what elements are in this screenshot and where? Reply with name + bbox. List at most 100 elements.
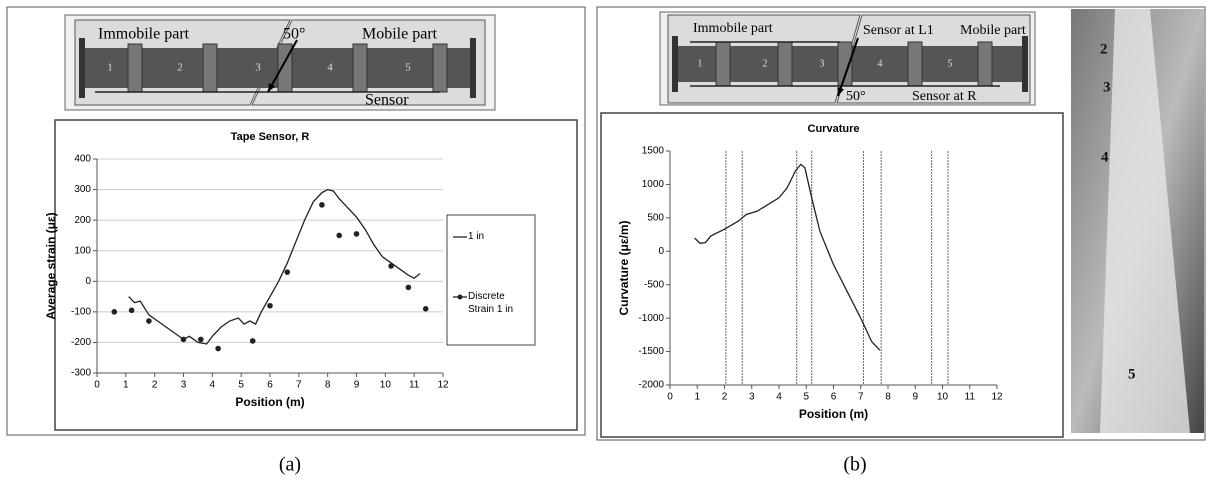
y-tick-label: -200 [71, 337, 91, 348]
segment-label: 3 [820, 58, 825, 69]
joint [202, 43, 218, 93]
y-tick-label: 1000 [642, 179, 665, 190]
data-point [319, 202, 325, 208]
photo-label: 2 [1100, 41, 1108, 57]
joint [352, 43, 368, 93]
label: Sensor [365, 92, 409, 109]
y-tick-label: 300 [74, 184, 91, 195]
caption: (b) [843, 454, 866, 476]
photo-label: 3 [1103, 79, 1111, 95]
x-tick-label: 10 [380, 380, 392, 391]
x-tick-label: 6 [831, 392, 837, 403]
data-point [405, 284, 412, 291]
y-tick-label: -1500 [638, 346, 664, 357]
x-axis-label: Position (m) [799, 407, 868, 421]
data-point [111, 309, 118, 315]
joint [907, 41, 923, 87]
x-tick-label: 11 [965, 392, 976, 403]
photo-pipe [1100, 9, 1190, 433]
data-point [422, 306, 429, 312]
segment-label: 5 [405, 62, 411, 74]
y-tick-label: 400 [74, 154, 91, 165]
segment-label: 1 [107, 62, 113, 74]
y-tick-label: -2000 [638, 380, 664, 391]
x-tick-label: 8 [885, 392, 891, 403]
joint [127, 43, 143, 93]
photo-label: 5 [1128, 366, 1136, 382]
joint [432, 43, 448, 93]
y-tick-label: 0 [85, 276, 91, 287]
data-point [180, 336, 187, 343]
y-tick-label: 0 [658, 246, 664, 257]
x-tick-label: 7 [858, 392, 864, 403]
label: Sensor at L1 [863, 23, 934, 38]
chart-title: Tape Sensor, R [231, 131, 310, 143]
label: Mobile part [362, 26, 438, 43]
data-point [198, 336, 204, 343]
x-tick-label: 9 [354, 380, 360, 391]
data-point [388, 263, 394, 269]
legend-marker [457, 294, 463, 300]
y-tick-label: 100 [74, 245, 91, 256]
label: 50° [283, 26, 305, 43]
data-point [267, 302, 273, 309]
joint [777, 41, 793, 87]
x-tick-label: 7 [296, 380, 302, 391]
diagram-a: Immobile part 50° Mobile part Sensor 1 2 3… [64, 14, 496, 111]
x-tick-label: 1 [694, 392, 700, 403]
y-axis-label: Average strain (με) [44, 212, 58, 319]
flange [672, 36, 678, 92]
legend-item: 1 in [468, 231, 485, 242]
label: Immobile part [98, 26, 190, 43]
x-tick-label: 2 [722, 392, 728, 403]
flange [470, 38, 476, 98]
chart-title: Curvature [808, 123, 860, 135]
label: Mobile part [960, 23, 1026, 38]
segment-label: 2 [177, 62, 183, 74]
data-point [128, 307, 135, 314]
legend-item: Discrete Strain 1 in [468, 291, 514, 315]
y-axis-label: Curvature (με/m) [617, 220, 631, 315]
segment-label: 2 [763, 58, 768, 69]
y-tick-label: -100 [71, 306, 91, 317]
y-tick-label: -1000 [638, 313, 664, 324]
y-tick-label: 500 [647, 212, 664, 223]
x-tick-label: 0 [94, 380, 100, 391]
data-point [336, 232, 343, 239]
x-tick-label: 5 [803, 392, 809, 403]
x-tick-label: 11 [409, 380, 420, 391]
y-tick-label: -500 [644, 279, 664, 290]
x-tick-label: 9 [912, 392, 918, 403]
diagram-b: Immobile part Sensor at L1 Mobile part 5… [659, 11, 1036, 106]
x-tick-label: 8 [325, 380, 331, 391]
y-tick-label: 1500 [642, 146, 665, 157]
x-tick-label: 4 [776, 392, 782, 403]
segment-label: 1 [698, 58, 703, 69]
arrow [267, 39, 298, 93]
photo-label: 4 [1101, 149, 1109, 165]
segment-label: 4 [878, 58, 883, 69]
legend-label: 1 in [468, 231, 485, 242]
data-point [353, 231, 360, 237]
x-tick-label: 1 [123, 380, 129, 391]
x-tick-label: 6 [267, 380, 273, 391]
segment-label: 4 [327, 62, 333, 74]
x-tick-label: 5 [238, 380, 244, 391]
segment-label: 5 [948, 58, 953, 69]
y-tick-label: -300 [71, 368, 91, 379]
data-line [128, 188, 421, 345]
arrow-head [837, 87, 845, 96]
data-point [249, 338, 256, 344]
caption: (a) [279, 454, 301, 476]
data-point [215, 345, 221, 352]
label: 50° [846, 89, 866, 104]
data-point [146, 318, 152, 324]
x-tick-label: 3 [181, 380, 187, 391]
x-tick-label: 12 [437, 380, 449, 391]
joint [977, 41, 993, 87]
x-tick-label: 3 [749, 392, 755, 403]
y-tick-label: 200 [74, 215, 91, 226]
legend-label: Discrete Strain 1 in [468, 291, 514, 315]
x-tick-label: 4 [210, 380, 216, 391]
